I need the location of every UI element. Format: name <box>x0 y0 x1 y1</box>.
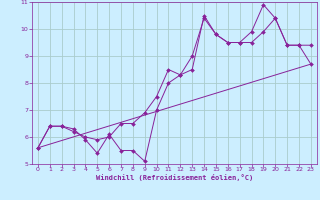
X-axis label: Windchill (Refroidissement éolien,°C): Windchill (Refroidissement éolien,°C) <box>96 174 253 181</box>
